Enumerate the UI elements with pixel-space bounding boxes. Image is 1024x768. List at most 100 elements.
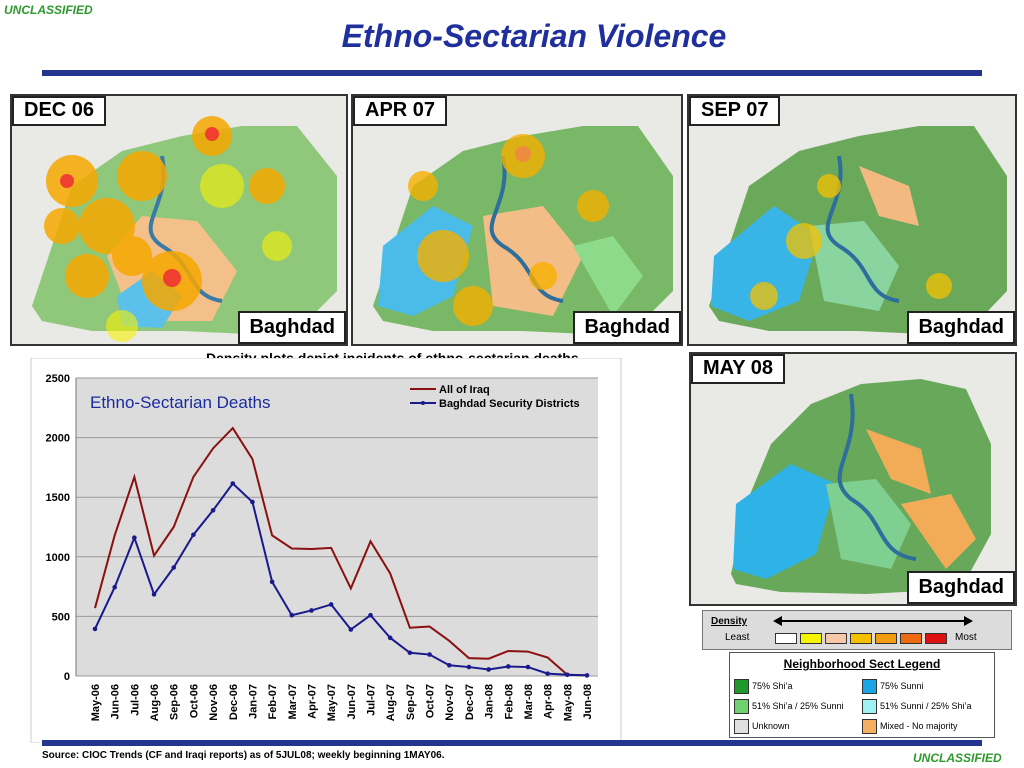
series-point [505, 664, 511, 669]
density-legend-title: Density [711, 616, 748, 627]
density-swatch [925, 633, 947, 644]
sect-label-mixed: Mixed - No majority [880, 721, 958, 731]
gridlines [75, 377, 598, 677]
x-tick-label: Jan-08 [484, 684, 496, 719]
map-label: Baghdad [573, 311, 681, 344]
series-point [407, 650, 413, 656]
map-apr-07-graphic [373, 126, 673, 336]
series-point [565, 672, 570, 678]
x-tick-label: Jan-07 [247, 684, 259, 719]
sect-swatch-51-sunni [862, 699, 877, 714]
map-date: MAY 08 [691, 354, 786, 384]
ethno-sectarian-deaths-chart: 0 500 1000 1500 2000 2500 May-06 Jun-06 Jul-06 A… [30, 358, 622, 743]
series-point [309, 608, 314, 613]
map-may-08: MAY 08 Baghdad [689, 352, 1017, 606]
x-tick-label: Sep-07 [405, 684, 417, 720]
sect-swatch-unknown [734, 719, 749, 734]
source-note: Source: CIOC Trends (CF and Iraqi report… [42, 750, 445, 761]
sect-swatch-75-sunni [862, 679, 877, 694]
series-point [427, 652, 432, 657]
x-tick-label: Feb-08 [503, 684, 515, 719]
sect-swatch-mixed [862, 719, 877, 734]
map-dec-06: DEC 06 Baghdad [10, 94, 348, 346]
series-point [171, 565, 177, 570]
x-tick-label: Aug-07 [385, 684, 397, 721]
map-date: DEC 06 [12, 96, 107, 126]
x-tick-label: May-06 [90, 684, 102, 721]
series-line-0 [94, 426, 588, 677]
series-point [446, 662, 452, 668]
y-tick-labels: 0 500 1000 1500 2000 2500 [46, 373, 70, 683]
map-label: Baghdad [907, 311, 1015, 344]
series-point [92, 626, 98, 632]
plot-area [76, 378, 598, 676]
series-point [112, 584, 117, 590]
x-tick-label: Sep-06 [169, 684, 181, 720]
footer-rule [42, 740, 982, 746]
map-date: SEP 07 [689, 96, 781, 126]
legend-label-baghdad: Baghdad Security Districts [439, 398, 580, 410]
series-point [230, 481, 236, 486]
legend-label-all-iraq: All of Iraq [439, 384, 490, 396]
y-tick-label: 2500 [46, 373, 70, 385]
series-point [151, 592, 157, 597]
map-sep-07-graphic [709, 126, 1007, 336]
series-point [387, 635, 393, 641]
series-point [210, 508, 216, 513]
sect-legend-title: Neighborhood Sect Legend [783, 657, 941, 671]
map-dec-06-graphic [32, 116, 337, 342]
map-sep-07: SEP 07 Baghdad [687, 94, 1017, 346]
sect-swatch-75-shia [734, 679, 749, 694]
series-point [545, 671, 550, 676]
series-point [328, 602, 334, 607]
density-arrow [773, 616, 973, 626]
map-label: Baghdad [907, 571, 1015, 604]
x-tick-label: Aug-06 [149, 684, 161, 721]
x-tick-label: Jul-07 [366, 684, 378, 716]
y-tick-label: 1500 [46, 492, 70, 504]
sect-label-unknown: Unknown [752, 721, 790, 731]
x-tick-label: Jun-08 [582, 684, 594, 719]
map-date: APR 07 [353, 96, 448, 126]
classification-top: UNCLASSIFIED [4, 3, 93, 17]
y-tick-label: 0 [64, 671, 70, 683]
classification-bottom: UNCLASSIFIED [913, 751, 1002, 765]
sect-label-75-shia: 75% Shi’a [752, 681, 793, 691]
y-tick-label: 2000 [46, 433, 70, 445]
chart-title: Ethno-Sectarian Deaths [90, 393, 271, 412]
series-point [368, 612, 373, 618]
x-tick-label: Dec-06 [228, 684, 240, 720]
density-swatch [825, 633, 847, 644]
map-apr-07: APR 07 Baghdad [351, 94, 683, 346]
series-point [348, 627, 354, 632]
x-tick-label: May-08 [562, 684, 574, 721]
neighborhood-sect-legend: Neighborhood Sect Legend 75% Shi’a 75% S… [729, 652, 995, 738]
series-point [466, 664, 472, 670]
sect-swatch-51-shia [734, 699, 749, 714]
series-point [250, 499, 255, 505]
series-point [584, 673, 590, 678]
x-tick-label: Feb-07 [267, 684, 279, 719]
x-tick-labels: May-06 Jun-06 Jul-06 Aug-06 Sep-06 Oct-06 Nov-… [90, 684, 594, 721]
density-swatch [850, 633, 872, 644]
x-tick-label: Apr-08 [543, 684, 555, 719]
y-tick-label: 1000 [46, 552, 70, 564]
header-rule [42, 70, 982, 76]
series-point [191, 532, 196, 538]
map-may-08-graphic [731, 379, 991, 594]
sect-label-75-sunni: 75% Sunni [880, 681, 924, 691]
map-label: Baghdad [238, 311, 346, 344]
x-tick-label: Nov-07 [444, 684, 456, 721]
density-swatch [875, 633, 897, 644]
density-least-label: Least [725, 632, 750, 643]
x-tick-label: Nov-06 [208, 684, 220, 721]
x-tick-label: Mar-08 [523, 684, 535, 719]
chart-legend: All of Iraq Baghdad Security Districts [410, 384, 580, 410]
density-most-label: Most [955, 632, 977, 643]
density-swatch [900, 633, 922, 644]
series-line-1 [94, 481, 588, 677]
x-tick-label: Jun-07 [346, 684, 358, 719]
page-title: Ethno-Sectarian Violence [341, 18, 727, 54]
sect-label-51-shia: 51% Shi’a / 25% Sunni [752, 701, 844, 711]
x-tick-label: Apr-07 [306, 684, 318, 719]
